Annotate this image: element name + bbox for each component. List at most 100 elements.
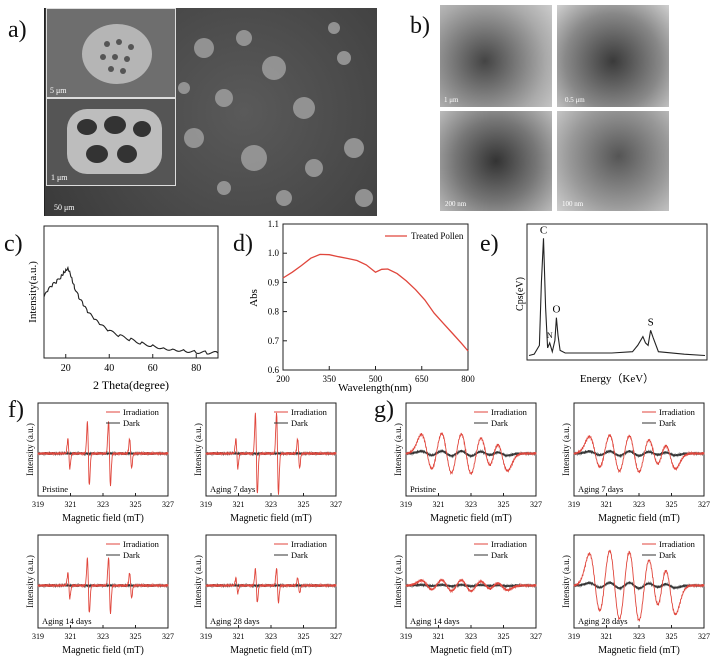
legend-label-irradiation: Irradiation [123,407,160,417]
x-tick-label: 319 [32,500,44,509]
subplot-label: Aging 28 days [210,616,260,626]
subplot-label: Aging 28 days [578,616,628,626]
peak-label: C [540,224,547,236]
x-axis-label: Magnetic field (mT) [598,645,680,656]
absorbance-line [282,253,469,352]
scale-bar-label: 5 μm [50,86,67,95]
subplot-label: Pristine [42,484,68,494]
y-axis-label: Intensity (a.u.) [561,423,571,476]
scale-bar-label: 200 nm [445,200,467,208]
legend-label-dark: Dark [291,550,309,560]
subplot-label: Pristine [410,484,436,494]
tem-image-1: 1 μm [440,5,552,107]
x-tick-label: 325 [666,632,678,641]
x-axis-label: 2 Theta(degree) [93,378,169,392]
x-tick-label: 321 [433,632,445,641]
x-tick-label: 327 [162,632,174,641]
dark-line [573,581,705,591]
chart-c: 20 40 60 80 2 Theta(degree) Intensity(a.u.) [27,225,219,392]
plot-frame [282,223,469,371]
x-tick-label: 319 [400,632,412,641]
x-tick-label: 325 [130,632,142,641]
x-tick-label: 323 [465,500,477,509]
legend-label-irradiation: Irradiation [123,539,160,549]
x-tick-label: 327 [330,632,342,641]
x-tick-label: 80 [191,363,201,374]
x-tick-label: 323 [633,632,645,641]
panel-label-a: a) [8,17,27,43]
x-axis-label: Magnetic field (mT) [430,645,512,656]
legend-label-dark: Dark [491,550,509,560]
x-tick-label: 650 [415,374,429,384]
y-axis-label: Intensity (a.u.) [193,555,203,608]
irradiation-line [37,421,169,487]
eds-line [528,238,706,357]
x-axis-label: Wavelength(nm) [338,382,412,394]
legend-label-dark: Dark [659,550,677,560]
x-tick-label: 321 [601,500,613,509]
x-tick-label: 321 [65,632,77,641]
x-tick-label: 323 [465,632,477,641]
x-tick-label: 321 [65,500,77,509]
subplot-label: Aging 14 days [410,616,460,626]
x-tick-label: 20 [61,363,71,374]
x-tick-label: 200 [276,374,290,384]
panel-label-b: b) [410,13,430,39]
peak-label: N [547,331,553,340]
x-tick-label: 325 [298,500,310,509]
esr-subplot: 319 321 323 325 327 Magnetic field (mT) Intens… [193,534,342,656]
scale-bar-label: 0.5 μm [565,96,585,104]
panel-label-f: f) [8,397,24,423]
esr-subplot: 319 321 323 325 327 Magnetic field (mT) Intens… [393,402,542,524]
y-axis-label: Cps(eV) [515,277,526,311]
panel-label-c: c) [4,231,23,257]
x-tick-label: 327 [698,500,710,509]
esr-subplot: 319 321 323 325 327 Magnetic field (mT) Intens… [561,534,710,656]
x-axis-label: Magnetic field (mT) [62,513,144,524]
esr-subplot: 319 321 323 325 327 Magnetic field (mT) Intens… [393,534,542,656]
x-tick-label: 321 [433,500,445,509]
legend-label-dark: Dark [659,418,677,428]
legend-label-irradiation: Irradiation [291,539,328,549]
chart-e: C N O S Energy（KeV） Cps(eV) [515,223,708,385]
x-tick-label: 321 [233,632,245,641]
x-tick-label: 327 [530,632,542,641]
peak-label: S [648,316,654,328]
y-axis-label: Intensity(a.u.) [27,261,39,323]
y-axis-label: Intensity (a.u.) [561,555,571,608]
x-tick-label: 500 [369,374,383,384]
y-axis-label: Intensity (a.u.) [25,555,35,608]
x-axis-label: Magnetic field (mT) [62,645,144,656]
panel-label-g: g) [374,397,394,423]
irradiation-line [405,578,537,594]
sem-inset-top: 5 μm [46,8,176,98]
x-tick-label: 325 [298,632,310,641]
x-tick-label: 40 [104,363,114,374]
xrd-line [43,265,219,355]
legend-label-dark: Dark [123,550,141,560]
scale-bar-label: 50 μm [54,203,75,212]
x-tick-label: 319 [32,632,44,641]
legend-label-irradiation: Irradiation [659,407,696,417]
tem-image-4: 100 nm [557,111,669,211]
esr-subplot: 319 321 323 325 327 Magnetic field (mT) Intens… [561,402,710,524]
x-axis-label: Magnetic field (mT) [230,513,312,524]
irradiation-line [37,557,169,614]
x-tick-label: 325 [666,500,678,509]
irradiation-line [573,549,705,622]
irradiation-line [205,568,337,604]
irradiation-line [573,434,705,474]
x-axis-label: Magnetic field (mT) [230,645,312,656]
esr-subplot: 319 321 323 325 327 Magnetic field (mT) Intens… [25,534,174,656]
y-axis-label: Intensity (a.u.) [25,423,35,476]
legend-label-irradiation: Irradiation [291,407,328,417]
x-tick-label: 319 [200,632,212,641]
x-tick-label: 323 [97,500,109,509]
x-tick-label: 327 [698,632,710,641]
x-axis-label: Magnetic field (mT) [430,513,512,524]
y-axis-label: Intensity (a.u.) [193,423,203,476]
x-tick-label: 800 [461,374,475,384]
x-tick-label: 319 [400,500,412,509]
x-tick-label: 327 [530,500,542,509]
sem-inset-mid: 1 μm [46,98,176,186]
